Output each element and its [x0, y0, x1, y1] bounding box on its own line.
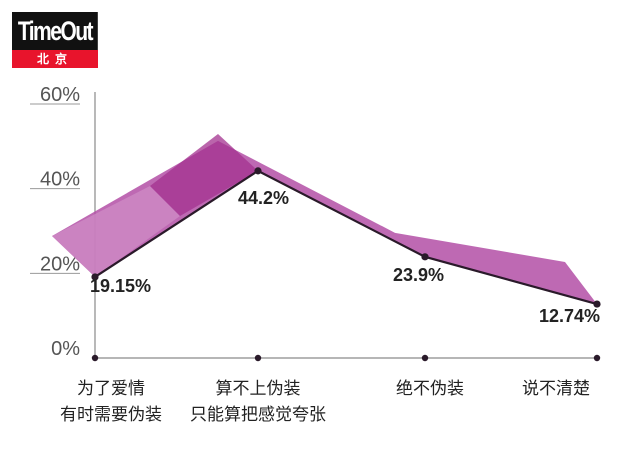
data-label: 12.74% — [539, 306, 600, 326]
x-axis-tick-dot — [593, 354, 601, 362]
data-point — [254, 167, 262, 175]
x-category-label: 只能算把感觉夸张 — [190, 405, 326, 425]
x-category-label: 为了爱情 — [77, 379, 145, 399]
axes: 0% 20% 40% 60% — [30, 84, 601, 362]
ribbon-face-light — [52, 186, 180, 277]
data-label: 44.2% — [238, 188, 289, 208]
x-axis-tick-dot — [254, 354, 262, 362]
logo-wordmark: TimeOut — [12, 12, 98, 50]
data-label: 23.9% — [393, 265, 444, 285]
x-category-label: 算不上伪装 — [216, 379, 301, 399]
y-tick-label: 60% — [40, 84, 80, 106]
data-point — [91, 273, 99, 281]
y-tick-label: 20% — [40, 253, 80, 275]
ribbon-face-dark — [150, 134, 258, 216]
x-category-label: 有时需要伪装 — [60, 405, 162, 425]
y-tick-label: 0% — [51, 338, 80, 360]
y-tick-label: 40% — [40, 169, 80, 191]
logo-city: 北京 — [12, 50, 98, 68]
series-line — [94, 169, 598, 306]
x-axis-tick-dot — [421, 354, 429, 362]
x-axis-tick-dot — [91, 354, 99, 362]
data-point — [421, 253, 429, 261]
data-point — [593, 300, 601, 308]
x-category-label: 绝不伪装 — [396, 379, 464, 399]
series-layer — [91, 167, 601, 308]
timeout-logo: TimeOut 北京 — [12, 12, 98, 68]
x-category-label: 说不清楚 — [522, 379, 590, 399]
ribbon-layer — [52, 134, 597, 305]
data-label: 19.15% — [90, 276, 151, 296]
